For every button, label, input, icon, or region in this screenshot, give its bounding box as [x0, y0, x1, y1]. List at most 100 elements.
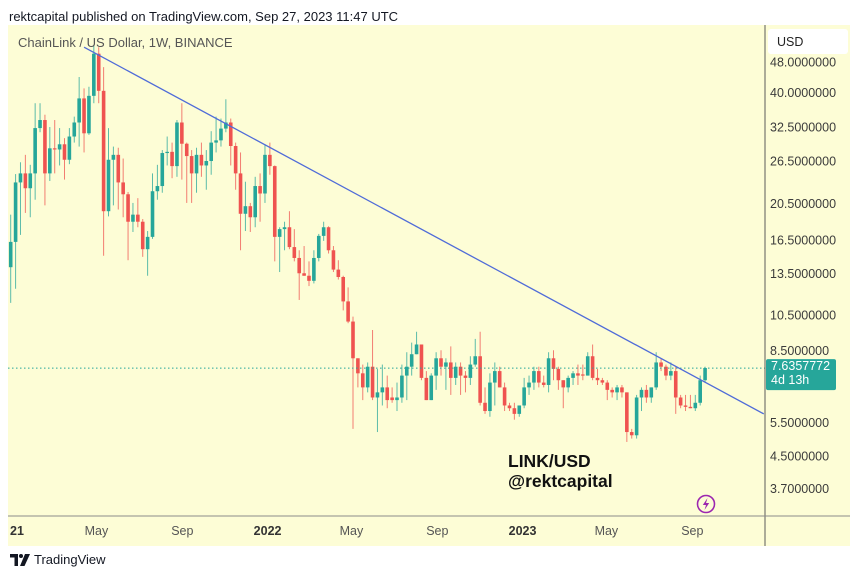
candle: [258, 173, 262, 222]
candle: [600, 377, 605, 385]
candle: [585, 352, 590, 376]
candle: [414, 331, 419, 355]
candle: [92, 45, 96, 104]
price-tick-label: 10.5000000: [770, 309, 836, 323]
candle: [532, 366, 536, 390]
candle-body: [307, 275, 311, 281]
candle-body: [82, 98, 86, 134]
price-tick-label: 26.5000000: [770, 155, 836, 169]
candle: [321, 221, 326, 241]
candle-body: [488, 382, 492, 412]
candle-body: [395, 397, 399, 401]
candle: [669, 362, 673, 381]
candle: [629, 428, 634, 439]
candle-body: [28, 173, 33, 189]
candle-body: [365, 366, 370, 388]
candle-body: [209, 142, 213, 162]
lightning-icon[interactable]: [696, 494, 716, 514]
candle-body: [263, 154, 267, 194]
price-tick-label: 16.5000000: [770, 233, 836, 247]
candle-body: [385, 387, 390, 401]
candle: [385, 375, 390, 409]
price-tick-label: 13.5000000: [770, 267, 836, 281]
candle: [429, 373, 434, 401]
candle: [576, 364, 580, 385]
time-tick-label: May: [340, 524, 364, 538]
candle: [571, 371, 575, 385]
candle-body: [654, 362, 658, 388]
candle-body: [419, 344, 424, 378]
tradingview-logo[interactable]: TradingView: [10, 552, 106, 567]
candle: [13, 174, 18, 289]
candle: [497, 366, 502, 388]
candle-body: [673, 371, 678, 398]
candle-body: [629, 432, 634, 436]
candle-body: [370, 366, 375, 398]
candle: [243, 181, 248, 232]
candle: [698, 375, 702, 406]
candle: [370, 330, 375, 401]
candle: [131, 202, 135, 232]
candle: [312, 250, 316, 284]
candle: [219, 118, 223, 147]
candle-body: [111, 154, 116, 160]
candle: [38, 103, 42, 133]
candle: [136, 198, 140, 228]
price-tick-label: 32.5000000: [770, 121, 836, 135]
price-axis[interactable]: 48.0000000 40.0000000 32.5000000 26.5000000…: [770, 56, 836, 497]
candle-body: [116, 154, 121, 183]
candle: [52, 120, 57, 174]
candle-body: [375, 392, 380, 398]
time-tick-label: May: [595, 524, 619, 538]
candle: [96, 47, 101, 104]
candle: [595, 368, 600, 385]
currency-button[interactable]: USD: [768, 29, 848, 54]
candle-body: [219, 128, 223, 141]
candle: [326, 226, 331, 254]
candle: [551, 350, 556, 381]
candle-body: [287, 227, 292, 248]
candle: [360, 364, 365, 401]
candle-body: [634, 397, 639, 436]
time-axis[interactable]: 21 May Sep 2022 May Sep 2023 May Sep: [10, 524, 703, 538]
candle: [204, 150, 209, 190]
candle-body: [497, 371, 502, 388]
candle-body: [272, 166, 277, 237]
candle-body: [184, 143, 189, 157]
candle: [678, 394, 683, 409]
price-tick-label: 4.5000000: [770, 450, 829, 464]
candle: [67, 128, 72, 165]
candle: [483, 387, 487, 414]
candle: [439, 350, 443, 376]
candle-body: [204, 161, 209, 166]
trendline[interactable]: [83, 46, 765, 415]
candle: [356, 358, 360, 388]
candle-body: [615, 387, 619, 393]
candle-body: [165, 151, 169, 154]
candle: [375, 368, 380, 433]
candle-body: [268, 154, 272, 167]
candle-body: [8, 241, 13, 268]
last-price-tag: 7.6357772 4d 13h: [766, 359, 836, 391]
candle-body: [463, 375, 468, 378]
candle: [346, 287, 350, 324]
candle-body: [590, 356, 595, 378]
candle: [605, 380, 610, 401]
candle: [625, 392, 629, 442]
candle-body: [238, 173, 243, 214]
candle-body: [189, 156, 194, 174]
candle: [351, 316, 355, 429]
candle-body: [194, 154, 199, 174]
candle-body: [13, 182, 18, 242]
svg-text:USD: USD: [777, 35, 803, 49]
price-tick-label: 20.5000000: [770, 197, 836, 211]
candle: [57, 128, 62, 166]
candle-body: [595, 377, 600, 381]
candle: [316, 233, 321, 262]
candle-body: [253, 186, 257, 218]
candle-body: [106, 159, 111, 212]
candle-body: [136, 214, 140, 222]
candle-body: [532, 371, 536, 383]
candle: [673, 366, 678, 414]
